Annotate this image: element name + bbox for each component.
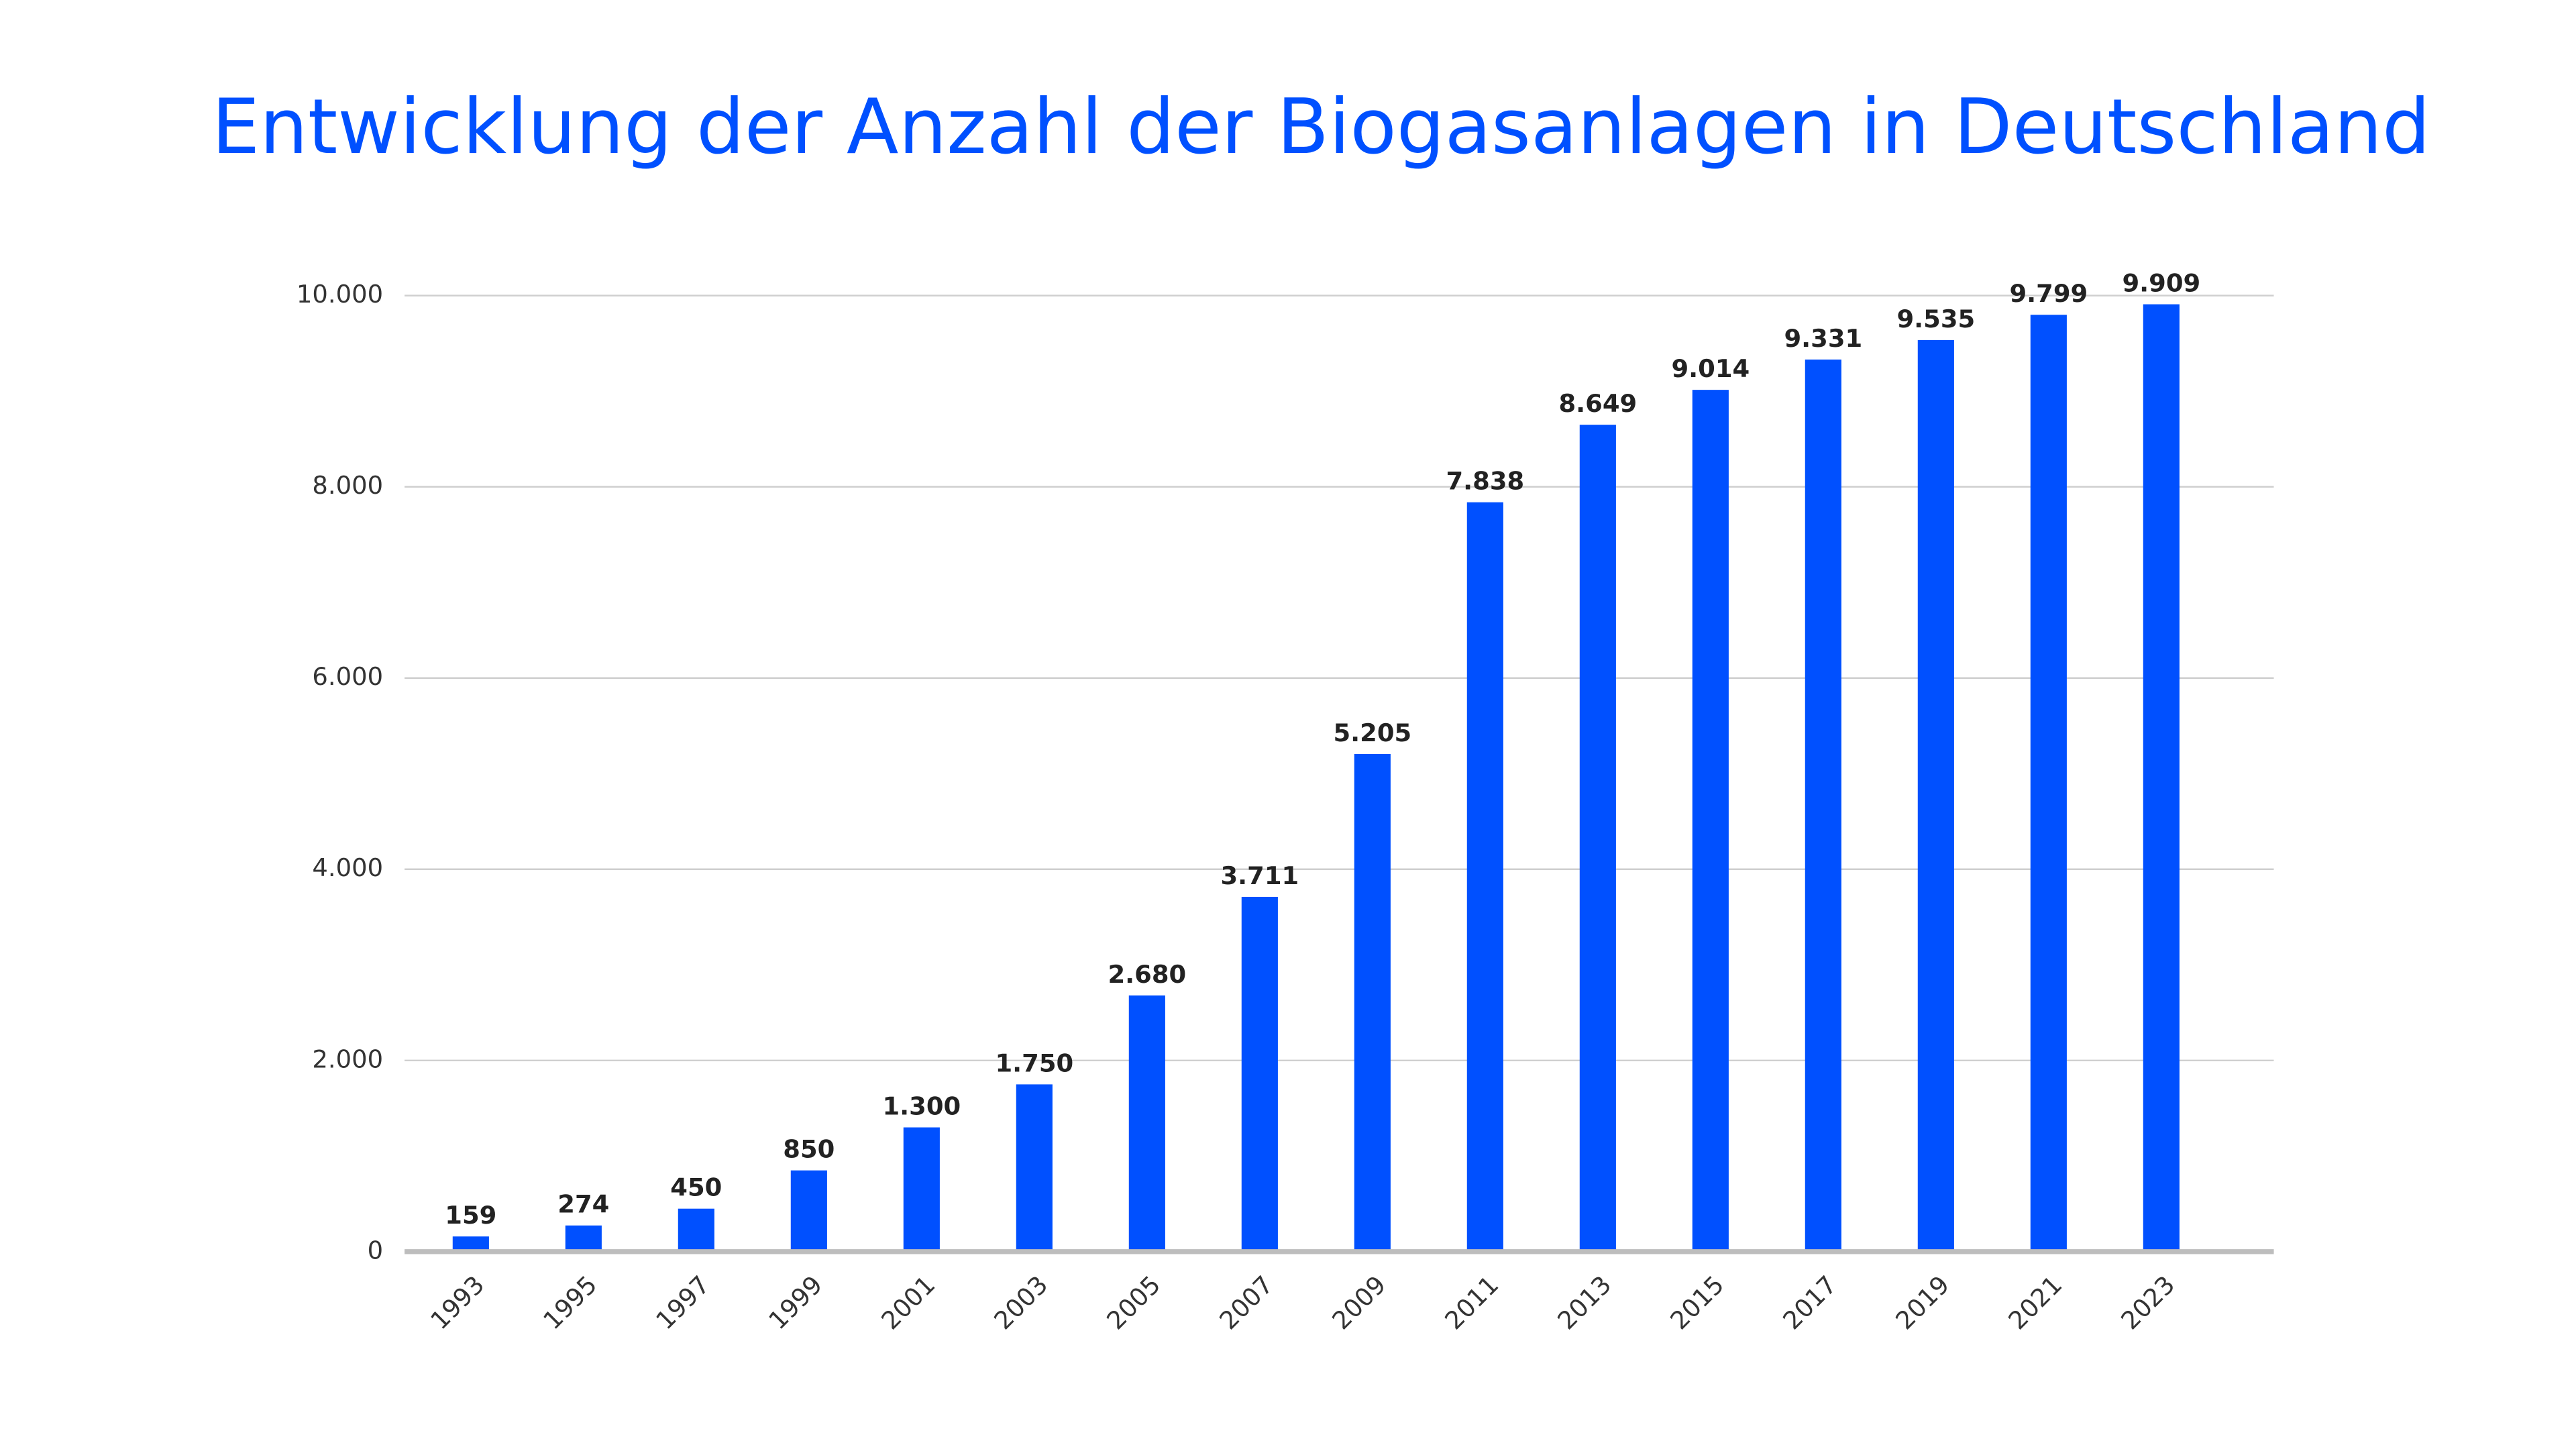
value-label: 2.680 — [1108, 960, 1186, 989]
x-tick-label: 2019 — [1890, 1271, 1955, 1336]
value-label: 9.014 — [1671, 354, 1750, 383]
x-tick-label: 2011 — [1440, 1271, 1505, 1336]
x-tick-label: 1999 — [763, 1271, 828, 1336]
y-tick-label: 2.000 — [312, 1044, 383, 1073]
value-label: 9.909 — [2122, 269, 2200, 298]
value-label: 9.331 — [1784, 324, 1862, 353]
x-tick-label: 2023 — [2116, 1271, 2181, 1336]
value-label: 450 — [670, 1173, 722, 1202]
x-tick-label: 2005 — [1102, 1271, 1167, 1336]
bar — [1016, 1084, 1053, 1252]
bar — [790, 1170, 827, 1252]
y-tick-label: 4.000 — [312, 853, 383, 882]
chart-title: Entwicklung der Anzahl der Biogasanlagen… — [212, 83, 2430, 171]
bar — [452, 1236, 489, 1252]
x-tick-label: 2015 — [1665, 1271, 1730, 1336]
bar — [1805, 359, 1841, 1252]
y-tick-label: 10.000 — [297, 280, 383, 309]
bar — [2030, 315, 2067, 1252]
value-label: 9.535 — [1896, 305, 1975, 333]
x-tick-label: 2007 — [1214, 1271, 1279, 1336]
bar — [1354, 754, 1391, 1252]
value-label: 1.300 — [882, 1092, 961, 1121]
value-label: 8.649 — [1558, 389, 1637, 418]
y-tick-label: 6.000 — [312, 662, 383, 691]
bar — [1692, 390, 1729, 1252]
x-tick-label: 2021 — [2003, 1271, 2068, 1336]
x-tick-label: 2013 — [1552, 1271, 1617, 1336]
value-label: 850 — [783, 1135, 835, 1164]
bar — [1917, 339, 1954, 1252]
bar — [1241, 896, 1278, 1252]
value-label: 9.799 — [2009, 279, 2088, 308]
bar — [1466, 502, 1503, 1252]
value-label: 274 — [557, 1190, 609, 1219]
bar — [1579, 425, 1616, 1252]
bar — [903, 1127, 940, 1252]
value-label: 3.711 — [1220, 861, 1299, 890]
y-tick-label: 8.000 — [312, 471, 383, 500]
x-tick-label: 2017 — [1778, 1271, 1843, 1336]
y-tick-label: 0 — [368, 1236, 383, 1265]
x-tick-label: 2003 — [989, 1271, 1054, 1336]
bar — [2143, 304, 2180, 1252]
bar — [678, 1208, 714, 1252]
value-label: 159 — [445, 1201, 496, 1230]
bar — [565, 1225, 602, 1252]
x-tick-label: 1995 — [538, 1271, 603, 1336]
value-label: 5.205 — [1333, 718, 1411, 747]
value-label: 1.750 — [995, 1049, 1073, 1077]
value-label: 7.838 — [1446, 467, 1524, 496]
x-tick-label: 2009 — [1327, 1271, 1392, 1336]
x-tick-label: 2001 — [876, 1271, 941, 1336]
x-tick-label: 1993 — [425, 1271, 490, 1336]
x-tick-label: 1997 — [651, 1271, 716, 1336]
bar — [1128, 995, 1165, 1252]
